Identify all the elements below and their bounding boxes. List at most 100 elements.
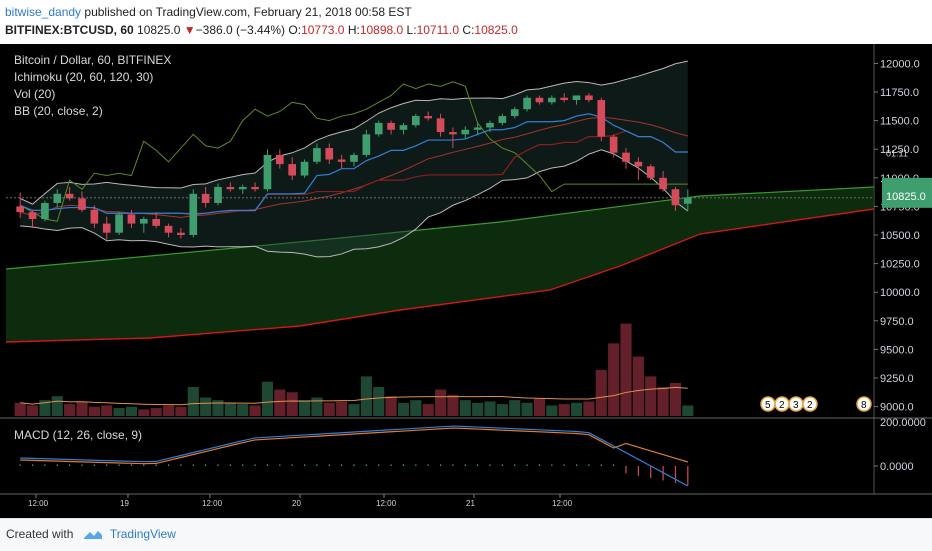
created-with-line: Created with TradingView [6,527,176,541]
volume-bar [669,383,682,416]
candle [436,118,445,133]
tradingview-link[interactable]: TradingView [109,527,176,541]
candle [634,161,643,167]
volume-bar [64,404,76,416]
time-tick-label: 12:00 [376,499,397,508]
ohlc-line: BITFINEX:BTCUSD, 60 10825.0 ▼−386.0 (−3.… [5,23,518,37]
candle [486,122,494,128]
bollinger-upper [19,60,688,205]
candle [90,209,99,224]
candle [424,116,433,119]
candle [16,206,25,213]
candle [226,186,235,190]
ichimoku-cloud [6,187,874,342]
volume-bar [472,402,484,416]
legend-bollinger: BB (20, close, 2) [14,104,103,118]
candle [473,127,482,130]
candle [350,154,358,162]
candle [263,154,272,190]
high-value: 10898.0 [359,23,404,37]
volume-bar [298,400,311,416]
volume-bar [212,400,224,416]
candle [387,122,395,130]
legend-ichimoku: Ichimoku (20, 60, 120, 30) [14,70,153,84]
event-flag-icon[interactable] [856,396,872,412]
volume-bar [484,401,496,416]
candle [597,100,606,137]
candle [189,193,198,235]
volume-bar [608,343,620,416]
ichimoku-span-a [5,186,875,270]
time-tick-label: 20 [292,499,301,508]
volume-bar [447,394,459,416]
candle [53,193,62,203]
time-tick-label: 21 [466,499,475,508]
volume-bar [311,397,323,416]
candle [523,97,531,110]
time-tick-label: 12:00 [202,499,223,508]
volume-bar [360,376,372,416]
candle [498,116,507,123]
time-tick-label: 19 [120,499,129,508]
time-tick-label: 12:00 [28,499,49,508]
candle [572,95,581,101]
open-value: 10773.0 [301,23,345,37]
volume-bar [632,356,644,416]
volume-bar [336,401,348,416]
volume-bar [570,402,583,416]
last-price-badge [882,177,932,208]
volume-bar [397,402,410,416]
candle [127,214,136,224]
candle [374,122,383,135]
volume-bar [645,376,657,416]
macd-signal-line [20,427,688,465]
volume-bar [125,406,138,416]
volume-bar [187,386,199,416]
candle [362,134,371,155]
candle [41,202,49,219]
candle [659,177,667,190]
event-flag-icon[interactable] [802,396,818,412]
candle [288,164,297,176]
price-tick-label: 12000.0 [880,58,920,70]
volume-bar [261,381,274,416]
volume-bar [200,397,212,416]
publish-line: bitwise_dandy published on TradingView.c… [5,5,412,19]
volume-bar [546,405,558,416]
volume-bar [682,405,694,416]
candle [201,193,210,203]
last-price-label: 10825.0 [886,191,926,203]
event-flag-count: 3 [793,400,799,411]
legend-volume: Vol (20) [14,87,55,101]
tradingview-logo-icon [83,530,102,539]
symbol-label: BITFINEX:BTCUSD, 60 [5,23,134,37]
volume-bar [509,400,521,416]
price-scale[interactable] [874,44,932,518]
candle [461,129,470,135]
author-link[interactable]: bitwise_dandy [5,5,82,19]
volume-bar [39,400,51,416]
price-tick-label: 10500.0 [880,230,920,242]
volume-bar [459,400,471,416]
high-label: H: [347,23,360,37]
volume-bar [410,400,422,416]
chart-area[interactable]: 12000.011750.011500.011250.011000.010750… [0,44,932,518]
volume-bar [150,408,162,416]
volume-bar [583,401,595,416]
candle [547,97,556,103]
open-label: O: [288,23,302,37]
price-tick-label: 9250.0 [880,373,914,385]
volume-bar [51,396,63,416]
candle [78,198,86,210]
close-label: C: [462,23,475,37]
event-flag-count: 8 [861,400,867,411]
volume-bar [138,409,150,416]
price-change: −386.0 (−3.44%) [195,23,286,37]
created-with-text: Created with [6,527,74,541]
candle [300,161,309,176]
candle [585,95,593,101]
low-value: 10711.0 [416,23,460,37]
price-chart-svg[interactable]: 12000.011750.011500.011250.011000.010750… [0,44,932,518]
volume-bar [533,398,546,416]
volume-bar [595,369,607,416]
